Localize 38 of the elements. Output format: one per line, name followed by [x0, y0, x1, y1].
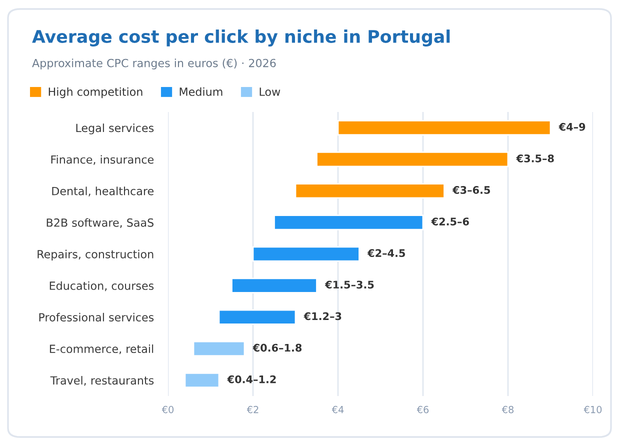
bar	[252, 246, 360, 262]
data-label: €3.5–8	[516, 154, 554, 162]
y-tick-label: E-commerce, retail	[50, 344, 154, 354]
x-tick-label: €2	[246, 406, 258, 414]
x-tick-label: €4	[332, 406, 344, 414]
y-tick-label: Travel, restaurants	[50, 376, 154, 386]
y-tick-label: Finance, insurance	[51, 155, 154, 165]
x-tick-label: €10	[584, 406, 602, 414]
chart-title: Average cost per click by niche in Portugal	[32, 30, 450, 46]
y-tick-label: Legal services	[76, 124, 154, 134]
bar	[316, 152, 509, 168]
data-label: €2.5–6	[431, 218, 469, 226]
data-label: €3–6.5	[452, 186, 490, 194]
y-tick-label: Dental, healthcare	[52, 186, 154, 196]
bar	[294, 183, 445, 199]
data-label: €0.4–1.2	[227, 375, 276, 384]
y-tick-label: Education, courses	[50, 281, 154, 292]
bar	[184, 372, 220, 388]
bar	[218, 309, 296, 325]
x-tick-label: €6	[416, 406, 429, 414]
x-tick-label: €8	[502, 406, 514, 414]
data-label: €1.2–3	[304, 312, 342, 320]
data-label: €1.5–3.5	[324, 280, 374, 289]
y-tick-label: Professional services	[39, 312, 154, 322]
y-tick-label: B2B software, SaaS	[46, 218, 154, 228]
legend-label: High competition	[48, 87, 142, 98]
legend-label: Low	[260, 88, 280, 96]
data-label: €4–9	[558, 122, 586, 131]
legend-label: Medium	[180, 87, 222, 96]
data-label: €2–4.5	[367, 249, 406, 258]
bar	[337, 120, 552, 136]
data-label: €0.6–1.8	[252, 344, 302, 352]
x-tick-label: €0	[162, 406, 174, 414]
y-tick-label: Repairs, construction	[38, 250, 154, 261]
bar	[274, 214, 424, 230]
bar	[192, 340, 246, 356]
bar	[231, 278, 318, 294]
chart-subtitle: Approximate CPC ranges in euros (€) · 2026	[32, 58, 276, 70]
